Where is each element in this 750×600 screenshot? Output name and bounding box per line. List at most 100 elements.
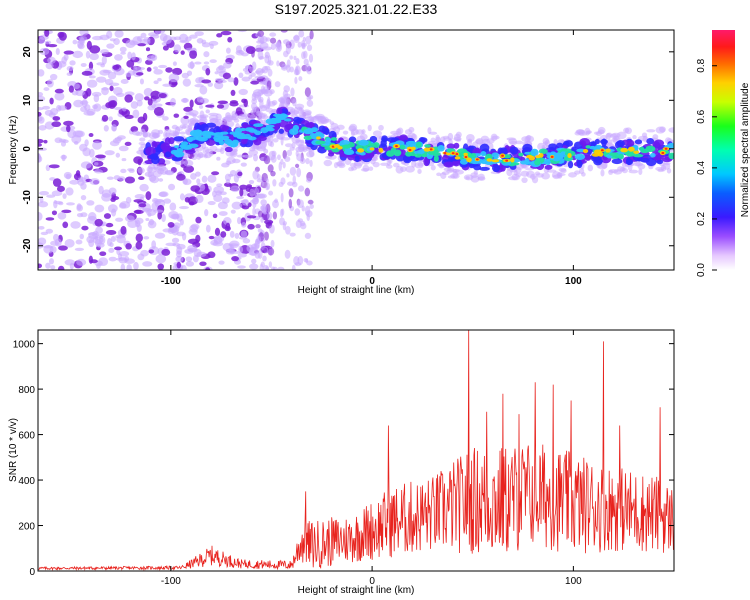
snr-x-tick-label: 0 [369,576,375,587]
spectrogram-blob [225,248,232,253]
spectrogram-blob [260,199,267,206]
spectrogram-blob [147,98,153,106]
spectrogram-blob [143,87,153,97]
spectrogram-blob [183,159,194,167]
spectrogram-blob [254,94,259,100]
spectrogram-blob [308,95,314,100]
spectrogram-blob [79,30,89,36]
spectrogram-blob [302,109,312,116]
spectrogram-blob [199,85,208,95]
spectrogram-blob [360,168,370,172]
spectrogram-blob [236,154,246,158]
spectrogram-blob [69,60,76,66]
spectrogram-blob [275,132,286,140]
spectrogram-blob [99,251,107,257]
spectrogram-blob [200,123,209,132]
spectrogram-blob [114,30,124,38]
spectrogram-blob [224,173,232,182]
spectrogram-blob [627,163,633,171]
spectrogram-blob [199,114,209,119]
spectrogram-blob [249,263,259,270]
spectrogram-blob [136,99,143,107]
spectrogram-blob [257,135,267,141]
spectrogram-blob [667,142,674,149]
spectrogram-blob [300,39,306,49]
spectrogram-blob [657,168,664,173]
spectrogram-blob [277,154,281,161]
spectrogram-blob [251,49,255,58]
spectrogram-blob [309,159,313,167]
spectrogram-blob [492,164,501,173]
spectrogram-blob [121,157,127,162]
spectrogram-blob [253,123,264,127]
spectrogram-blob [66,125,71,133]
spectrogram-blob [175,255,184,263]
spectrogram-blob [104,150,115,156]
spectrogram-blob [260,85,266,95]
spectrogram-blob [286,64,291,73]
spectrogram-blob [66,65,74,72]
spectrogram-blob [189,34,198,39]
spectrogram-blob [201,142,207,150]
spectrogram-blob [447,132,454,141]
spectrogram-blob [214,227,221,236]
spectrogram-blob [195,77,204,84]
spectrogram-blob [271,108,278,113]
spectrogram-blob [518,152,524,157]
spectrogram-blob [252,169,259,180]
spectrogram-blob [297,199,304,208]
spectrogram-blob [45,262,51,269]
spectrogram-blob [253,243,257,249]
spectrogram-blob [600,149,604,152]
spectrogram-blob [187,62,195,69]
spectrogram-blob [50,108,59,116]
spectrogram-blob [88,212,97,221]
spectrogram-blob [508,176,518,181]
spectrogram-blob [132,109,140,119]
spectrogram-blob [257,210,263,218]
spectrogram-x-axis-label: Height of straight line (km) [298,285,415,296]
spectrogram-blob [94,218,103,227]
spectrogram-blob [89,45,101,54]
spectrogram-blob [222,116,232,123]
spectrogram-blob [278,161,282,172]
spectrogram-blob [269,141,275,148]
spectrogram-blob [285,143,293,148]
spectrogram-blob [107,204,118,213]
spectrogram-blob [240,162,247,167]
spectrogram-blob [100,49,109,55]
spectrogram-blob [153,80,159,85]
spectrogram-blob [94,162,99,166]
spectrogram-blob [76,258,87,266]
spectrogram-blob [114,136,123,142]
spectrogram-blob [204,134,212,139]
spectrogram-blob [109,38,116,42]
spectrogram-blob [152,198,159,204]
spectrogram-blob [429,148,433,151]
spectrogram-blob [646,129,656,133]
spectrogram-blob [393,149,402,157]
spectrogram-blob [593,149,602,155]
spectrogram-blob [115,217,124,222]
spectrogram-blob [287,122,293,131]
spectrogram-blob [252,207,256,217]
spectrogram-blob [110,197,116,202]
spectrogram-blob [283,85,290,93]
spectrogram-blob [263,247,268,253]
spectrogram-blob [305,35,312,45]
colorbar-tick-label: 0.8 [696,58,707,72]
spectrogram-blob [291,142,296,149]
spectrogram-blob [446,143,456,150]
spectrogram-blob [230,89,236,97]
spectrogram-blob [103,124,109,132]
spectrogram-blob [295,66,299,76]
spectrogram-blob [199,105,204,109]
spectrogram-blob [94,169,103,174]
spectrogram-blob [510,162,520,166]
spectrogram-blob [205,224,211,233]
spectrogram-blob [251,258,257,264]
spectrogram-blob [289,166,297,176]
colorbar-tick-label: 0.0 [696,263,707,277]
spectrogram-blob [292,175,296,185]
